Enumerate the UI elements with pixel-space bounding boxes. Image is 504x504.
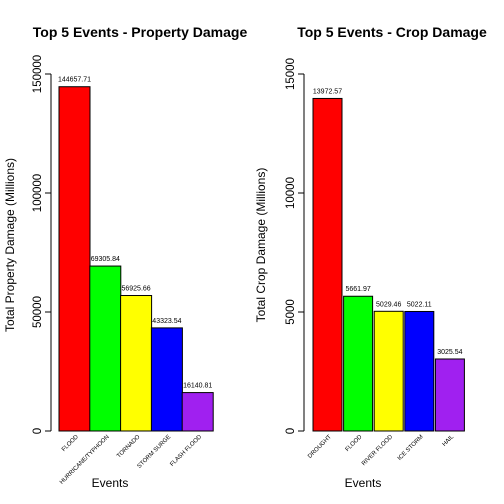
data-label: 5029.46 <box>376 301 401 308</box>
category-label: FLOOD <box>345 434 364 453</box>
category-label: TORNADO <box>116 434 142 460</box>
panel-property: Top 5 Events - Property Damage 0 50000 1000… <box>3 24 247 490</box>
bar <box>58 86 91 432</box>
data-label: 3025.54 <box>437 349 462 356</box>
data-label: 56925.66 <box>121 286 150 293</box>
data-label: 13972.57 <box>313 88 342 95</box>
y-tick-label: 100000 <box>32 174 44 212</box>
data-label: 69305.84 <box>91 256 120 263</box>
panel-crop: Top 5 Events - Crop Damage 0 5000 10000 1500… <box>254 24 487 490</box>
y-axis-label: Total Property Damage (Millions) <box>3 158 17 332</box>
category-label: RIVER FLOOD <box>361 434 394 467</box>
data-label: 43323.54 <box>152 318 181 325</box>
category-label: STORM SURGE <box>137 434 173 470</box>
chart-title: Top 5 Events - Crop Damage <box>297 24 487 40</box>
data-label: 5661.97 <box>345 286 370 293</box>
y-tick-label: 0 <box>285 428 297 434</box>
y-tick-label: 150000 <box>32 55 44 93</box>
bar <box>434 358 465 432</box>
y-axis-label: Total Crop Damage (Millions) <box>254 168 268 323</box>
chart-title: Top 5 Events - Property Damage <box>33 24 248 40</box>
y-tick-label: 5000 <box>285 299 297 325</box>
category-label: FLOOD <box>61 434 80 453</box>
bar <box>150 327 183 432</box>
y-tick-label: 15000 <box>285 58 297 90</box>
category-label: ICE STORM <box>397 434 425 462</box>
bar <box>312 97 343 432</box>
bar <box>181 392 214 432</box>
bar <box>343 295 374 432</box>
data-label: 16140.81 <box>183 383 212 390</box>
y-tick-label: 10000 <box>285 177 297 209</box>
bar <box>120 295 153 432</box>
bar <box>89 265 122 432</box>
y-tick-label: 50000 <box>32 296 44 328</box>
bar <box>373 310 404 432</box>
bar <box>404 310 435 432</box>
category-label: DROUGHT <box>307 434 333 460</box>
data-label: 5022.11 <box>407 301 432 308</box>
data-label: 144657.71 <box>58 77 91 84</box>
x-axis-label: Events <box>92 476 129 490</box>
y-tick-label: 0 <box>32 428 44 434</box>
category-label: HAIL <box>442 434 456 448</box>
x-axis-label: Events <box>345 476 382 490</box>
category-label: FLASH FLOOD <box>169 434 203 468</box>
